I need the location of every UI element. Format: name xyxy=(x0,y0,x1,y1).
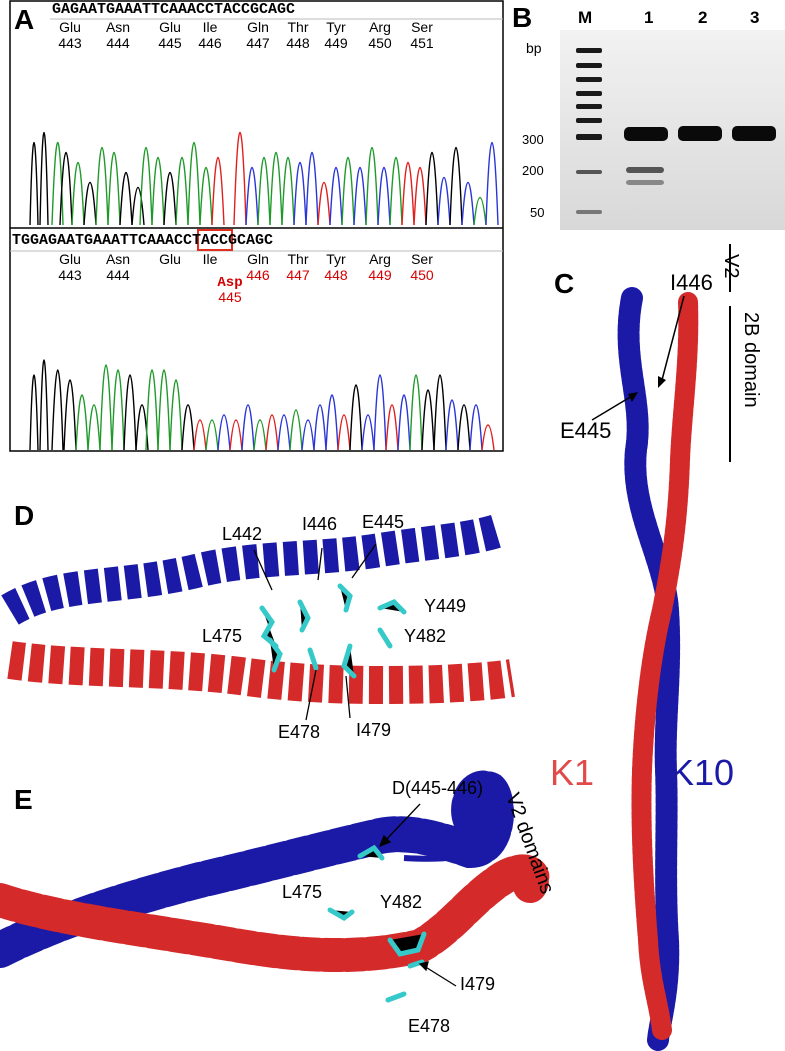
residue: Asn 444 xyxy=(105,251,131,283)
label-e445: E445 xyxy=(560,418,612,443)
label-e445-d: E445 xyxy=(362,512,405,532)
marker-300: 300 xyxy=(522,132,544,147)
residue: Thr 448 xyxy=(286,19,310,51)
label-i446-d: I446 xyxy=(302,514,338,534)
mutation-box xyxy=(197,229,233,251)
sample-bands xyxy=(624,126,776,185)
bottom-seq-text: TGGAGAATGAAATTCAAACCTACCGCAGC xyxy=(12,232,274,249)
side-chains xyxy=(259,583,407,679)
label-k1: K1 xyxy=(550,752,595,793)
panel-c-label: C xyxy=(554,268,575,299)
label-e478: E478 xyxy=(278,722,321,742)
lane-label-m: M xyxy=(578,8,593,27)
residue-shifted: Arg 449 xyxy=(368,251,392,283)
residue: Arg 450 xyxy=(368,19,392,51)
panel-d-art xyxy=(1,513,516,721)
panel-d-label: D xyxy=(14,500,35,531)
ladder-bands xyxy=(576,48,602,214)
residue: Ile xyxy=(202,251,218,267)
residue: Glu 443 xyxy=(58,19,82,51)
panel-a-label: A xyxy=(14,4,35,35)
bp-unit-label: bp xyxy=(526,40,542,56)
residue: Glu 445 xyxy=(158,19,182,51)
panel-e-art xyxy=(0,770,550,1003)
top-residue-row: Glu 443 Asn 444 Glu 445 Ile 446 Gln 447 Thr 44… xyxy=(44,20,504,54)
label-i479-e: I479 xyxy=(460,974,496,994)
label-k10: K10 xyxy=(670,752,735,793)
k1-loop-e xyxy=(418,871,533,949)
label-l442: L442 xyxy=(222,524,263,544)
label-d445-446: D(445-446) xyxy=(392,778,484,798)
residue-shifted: Thr 447 xyxy=(286,251,310,283)
k1-helix-d xyxy=(7,641,516,705)
panel-c-art xyxy=(591,244,731,1051)
label-y449: Y449 xyxy=(424,596,467,616)
panel-e-label: E xyxy=(14,784,33,815)
label-2b-domain: 2B domain xyxy=(740,312,762,408)
residue: Ser 451 xyxy=(410,19,434,51)
mutation-number: 445 xyxy=(218,289,242,305)
panel-b-label: B xyxy=(512,2,533,33)
lane-label-1: 1 xyxy=(644,8,654,27)
residue: Gln 447 xyxy=(246,19,270,51)
residue-shifted: Gln 446 xyxy=(246,251,270,283)
top-sequence: GAGAATGAAATTCAAACCTACCGCAGC xyxy=(52,1,296,18)
gel-image xyxy=(560,30,785,230)
label-y482-e: Y482 xyxy=(380,892,423,912)
lane-label-3: 3 xyxy=(750,8,760,27)
label-i479: I479 xyxy=(356,720,392,740)
panel-a-chromatogram: A xyxy=(0,0,505,455)
mutation-label: Asp xyxy=(217,275,243,291)
marker-50: 50 xyxy=(530,205,545,220)
residue: Glu 443 xyxy=(58,251,82,283)
k10-helix xyxy=(617,287,681,1051)
panel-c-structure: C V2 2B domain I446 E445 K1 K10 xyxy=(540,240,785,1051)
k10-helix-e xyxy=(0,770,514,968)
residue: Ile 446 xyxy=(198,19,222,51)
panel-e-structure: E D(445-446) V2 domains L475 Y482 I479 E… xyxy=(0,770,560,1051)
k10-helix-d xyxy=(1,513,506,625)
bottom-trace xyxy=(29,359,495,451)
top-trace xyxy=(29,131,499,226)
label-i446: I446 xyxy=(670,270,713,295)
label-e478-e: E478 xyxy=(408,1016,451,1036)
residue: Glu xyxy=(159,251,181,267)
residue: Tyr 449 xyxy=(324,19,348,51)
k1-helix xyxy=(631,292,699,1040)
label-l475: L475 xyxy=(202,626,243,646)
k1-helix-e xyxy=(0,854,550,973)
bottom-sequence: TGGAGAATGAAATTCAAACCTACCGCAGC xyxy=(12,232,274,249)
lane-label-2: 2 xyxy=(698,8,708,27)
panel-d-structure: D L442 I446 E445 Y449 L475 Y482 E478 I47… xyxy=(0,490,540,770)
k10-loop-e xyxy=(403,789,508,862)
label-l475-e: L475 xyxy=(282,882,323,902)
residue-shifted: Tyr 448 xyxy=(324,251,348,283)
residue: Asn 444 xyxy=(105,19,131,51)
residue-shifted: Ser 450 xyxy=(410,251,434,283)
top-seq-text: GAGAATGAAATTCAAACCTACCGCAGC xyxy=(52,1,296,18)
label-v2: V2 xyxy=(720,254,742,279)
panel-b-gel: B bp 300 200 50 M xyxy=(512,0,785,235)
marker-200: 200 xyxy=(522,163,544,178)
bottom-residue-row: Glu 443 Asn 444 Glu Ile Gln 446 Thr 447 Tyr 4… xyxy=(44,251,504,305)
chromatogram-frame xyxy=(9,0,504,452)
label-y482: Y482 xyxy=(404,626,447,646)
